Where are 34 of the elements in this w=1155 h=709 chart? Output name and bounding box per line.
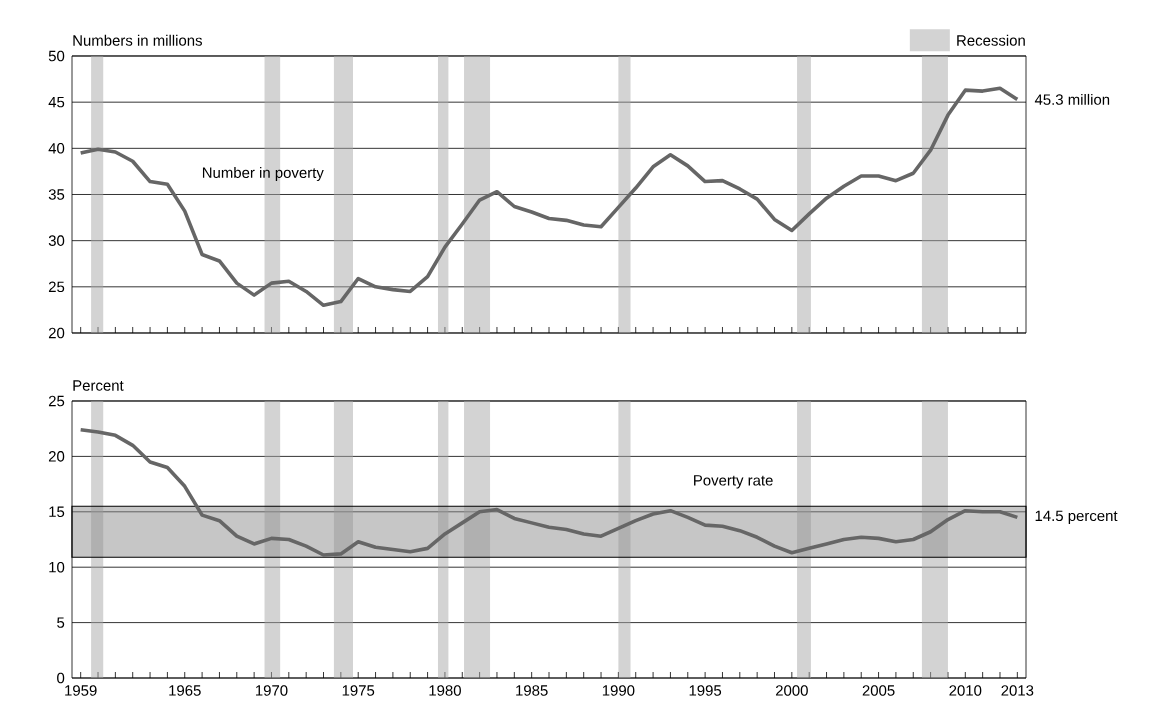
annotation: 14.5 percent [1035, 510, 1118, 525]
line-series [78, 428, 1020, 557]
y-axis-title: Percent [73, 380, 124, 391]
y-tick-label: 45 [48, 96, 65, 108]
x-tick-label: 1965 [169, 685, 201, 696]
y-tick-label: 25 [48, 281, 65, 293]
y-tick-label: 5 [57, 617, 65, 628]
x-tick-label: 2005 [862, 685, 895, 696]
y-tick-label: 15 [49, 506, 65, 518]
x-tick-label: 2010 [949, 685, 982, 696]
y-tick-label: 20 [48, 451, 65, 462]
x-tick-label: 1990 [602, 685, 635, 696]
line-series [78, 86, 1020, 308]
y-tick-label: 25 [48, 395, 65, 407]
y-tick-label: 10 [49, 561, 65, 573]
y-tick-label: 35 [48, 189, 65, 200]
annotation: 45.3 million [1034, 93, 1110, 105]
x-tick-label: 1970 [255, 685, 288, 696]
y-tick-label: 20 [48, 327, 65, 339]
x-tick-label: 1959 [65, 685, 97, 696]
legend-label: Recession [957, 34, 1025, 46]
text: Number in poverty [202, 167, 324, 181]
y-tick-label: 50 [48, 50, 65, 62]
x-tick-label: 1985 [516, 685, 548, 696]
y-tick-label: 40 [48, 143, 65, 154]
series-label: Poverty rate [694, 475, 773, 489]
x-tick-label: 1995 [689, 685, 722, 696]
y-axis-title: Numbers in millions [73, 34, 202, 46]
y-tick-label: 30 [48, 235, 65, 246]
x-tick-label: 2013 [1001, 685, 1034, 696]
y-tick-label: 0 [57, 672, 65, 684]
x-tick-label: 1975 [342, 685, 375, 696]
x-tick-label: 1980 [429, 685, 461, 696]
x-tick-label: 2000 [775, 685, 808, 696]
